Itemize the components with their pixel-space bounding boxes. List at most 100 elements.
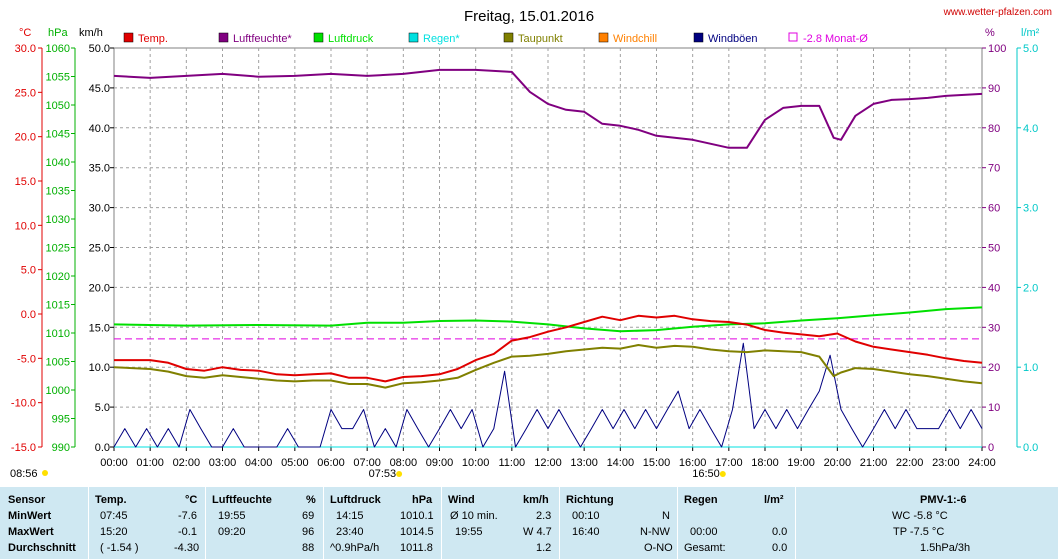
max-wind-time: 19:55 — [455, 526, 483, 538]
wind-tick-label: 30.0 — [89, 203, 110, 215]
max-dir-value: N-NW — [640, 526, 670, 538]
legend-label: -2.8 Monat-Ø — [803, 33, 868, 45]
temp-tick-label: 5.0 — [21, 265, 36, 277]
legend-label: Windböen — [708, 33, 758, 45]
sun-icon — [719, 471, 726, 477]
legend-label: Temp. — [138, 33, 168, 45]
wind-tick-label: 45.0 — [89, 83, 110, 95]
header-pressure: Luftdruck — [330, 494, 381, 506]
pmv-wc: WC -5.8 °C — [892, 510, 948, 522]
legend-label: Luftdruck — [328, 33, 374, 45]
rain-tick-label: 2.0 — [1023, 282, 1038, 294]
time-tick-label: 13:00 — [570, 457, 598, 469]
sun-icon — [396, 471, 403, 477]
max-press-time: 23:40 — [336, 526, 364, 538]
rain-tick-label: 5.0 — [1023, 43, 1038, 55]
humidity-tick-label: 60 — [988, 203, 1000, 215]
row-label-avg: Durchschnitt — [8, 542, 76, 554]
time-tick-label: 10:00 — [462, 457, 490, 469]
max-wind-value: W 4.7 — [523, 526, 552, 538]
min-dir-time: 00:10 — [572, 510, 600, 522]
legend-swatch — [598, 32, 609, 43]
temp-tick-label: 10.0 — [15, 220, 36, 232]
rain-tick-label: 3.0 — [1023, 203, 1038, 215]
rain-time: 00:00 — [690, 526, 718, 538]
humidity-tick-label: 70 — [988, 163, 1000, 175]
sun-icon — [42, 470, 48, 476]
wind-tick-label: 40.0 — [89, 123, 110, 135]
temp-tick-label: 20.0 — [15, 132, 36, 144]
time-tick-label: 24:00 — [968, 457, 996, 469]
pressure-tick-label: 1060 — [46, 43, 70, 55]
legend-swatch — [503, 32, 514, 43]
min-temp-time: 07:45 — [100, 510, 128, 522]
time-tick-label: 15:00 — [643, 457, 671, 469]
time-tick-label: 14:00 — [607, 457, 635, 469]
legend-swatch — [313, 32, 324, 43]
humidity-axis-unit: % — [985, 27, 995, 39]
temp-tick-label: -15.0 — [11, 442, 36, 454]
rain-total-label: Gesamt: — [684, 542, 726, 554]
legend-label: Windchill — [613, 33, 657, 45]
min-hum-value: 69 — [302, 510, 315, 522]
legend-swatch — [788, 32, 798, 42]
time-tick-label: 09:00 — [426, 457, 454, 469]
time-tick-label: 00:00 — [100, 457, 128, 469]
row-label-max: MaxWert — [8, 526, 54, 538]
wind-tick-label: 50.0 — [89, 43, 110, 55]
time-tick-label: 08:00 — [390, 457, 418, 469]
pmv-pressure-3h: 1.5hPa/3h — [920, 542, 971, 554]
wind-tick-label: 25.0 — [89, 243, 110, 255]
rain-tick-label: 4.0 — [1023, 123, 1038, 135]
pressure-tick-label: 1045 — [46, 129, 70, 141]
now-label: 08:56 — [10, 468, 38, 480]
legend-label: Regen* — [423, 33, 460, 45]
time-tick-label: 17:00 — [715, 457, 743, 469]
legend: Temp. Luftfeuchte* Luftdruck Regen* Taupunkt… — [123, 32, 868, 45]
pressure-tick-label: 1030 — [46, 214, 70, 226]
time-tick-label: 16:00 — [679, 457, 707, 469]
rain-total-value: 0.0 — [772, 542, 788, 554]
left-axes: 30.0 25.0 20.0 15.0 10.0 5.0 0.0 -5.0 -10.0 -15.0… — [11, 43, 114, 454]
min-dir-value: N — [662, 510, 670, 522]
pressure-tick-label: 1010 — [46, 328, 70, 340]
pressure-tick-label: 1005 — [46, 357, 70, 369]
pressure-tick-label: 990 — [52, 442, 70, 454]
temp-tick-label: 25.0 — [15, 87, 36, 99]
wind-tick-label: 0.0 — [95, 442, 110, 454]
avg-hum-value: 88 — [302, 542, 315, 554]
humidity-tick-label: 20 — [988, 362, 1000, 374]
time-tick-label: 11:00 — [498, 457, 525, 469]
humidity-tick-label: 30 — [988, 322, 1000, 334]
time-tick-label: 22:00 — [896, 457, 924, 469]
wind-tick-label: 35.0 — [89, 163, 110, 175]
wind-tick-label: 20.0 — [89, 282, 110, 294]
time-axis: 00:00 01:00 02:00 03:00 04:00 05:00 06:00 07:00… — [100, 447, 996, 469]
pressure-tick-label: 1000 — [46, 385, 70, 397]
time-tick-label: 18:00 — [751, 457, 779, 469]
pressure-tick-label: 1025 — [46, 243, 70, 255]
max-dir-time: 16:40 — [572, 526, 600, 538]
header-wind: Wind — [448, 494, 475, 506]
time-tick-label: 06:00 — [317, 457, 345, 469]
time-tick-label: 23:00 — [932, 457, 960, 469]
legend-swatch — [123, 32, 134, 43]
rain-axis-unit: l/m² — [1021, 27, 1040, 39]
humidity-tick-label: 50 — [988, 243, 1000, 255]
pressure-tick-label: 1040 — [46, 157, 70, 169]
pressure-tick-label: 1020 — [46, 271, 70, 283]
min-wind-time: Ø 10 min. — [450, 510, 498, 522]
wind-tick-label: 5.0 — [95, 402, 110, 414]
max-temp-time: 15:20 — [100, 526, 128, 538]
time-tick-label: 20:00 — [824, 457, 852, 469]
summary-table: Sensor Temp. °C Luftfeuchte % Luftdruck … — [0, 487, 1058, 559]
pressure-tick-label: 995 — [52, 414, 70, 426]
series-line — [113, 344, 983, 389]
wind-tick-label: 10.0 — [89, 362, 110, 374]
sunrise-label: 07:53 — [369, 468, 397, 480]
header-rain-unit: l/m² — [764, 494, 784, 506]
avg-wind-value: 1.2 — [536, 542, 552, 554]
legend-swatch — [408, 32, 419, 43]
series-line — [114, 314, 983, 383]
